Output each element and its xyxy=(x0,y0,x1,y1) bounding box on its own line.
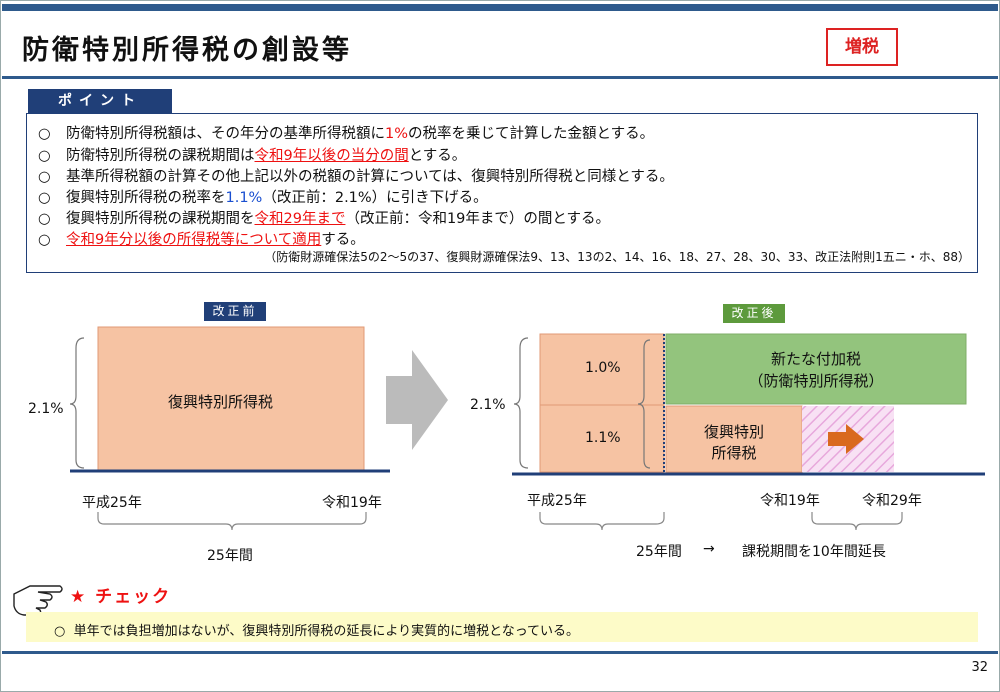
footer-divider xyxy=(2,651,998,654)
before-reconstruction-block xyxy=(97,326,365,471)
point-box xyxy=(26,113,978,273)
bullet-circle: ○ xyxy=(38,190,51,206)
top-accent-bar xyxy=(2,4,998,11)
after-label: 改正後 xyxy=(723,304,785,323)
before-tax-name: 復興特別所得税 xyxy=(168,393,274,411)
after-rate-block xyxy=(539,333,665,473)
after-end-year: 令和29年 xyxy=(862,493,922,509)
extension-note: 課税期間を10年間延長 xyxy=(742,544,886,560)
after-duration-arrow: → xyxy=(703,541,715,557)
after-start-year: 平成25年 xyxy=(527,493,587,509)
after-rate-brace xyxy=(513,337,529,469)
point-line-5: ○ 復興特別所得税の課税期間を令和29年まで（改正前：令和19年まで）の間とする。 xyxy=(38,211,610,227)
after-reconstruction-block xyxy=(665,405,803,473)
check-text: ○ 単年では負担増加はないが、復興特別所得税の延長により実質的に増税となっている… xyxy=(54,624,580,639)
before-end-year: 令和19年 xyxy=(322,495,382,511)
point-line-2: ○ 防衛特別所得税の課税期間は令和9年以後の当分の間とする。 xyxy=(38,148,467,164)
check-title: ★ チェック xyxy=(70,587,172,607)
title-divider xyxy=(2,76,998,79)
extension-period-brace xyxy=(811,512,903,531)
after-split-brace xyxy=(637,339,651,469)
transition-arrow xyxy=(386,350,448,450)
legal-reference: （防衛財源確保法5の2～5の37、復興財源確保法9、13、13の2、14、16、… xyxy=(264,250,970,264)
extension-arrow-icon xyxy=(828,424,864,454)
new-surtax-name: 新たな付加税 xyxy=(770,350,861,368)
after-duration: 25年間 xyxy=(636,544,682,560)
pointing-hand-icon xyxy=(13,585,63,616)
new-surtax-block xyxy=(665,333,967,405)
before-rate-label: 2.1% xyxy=(28,401,64,417)
after-reconstruction-name-2: 所得税 xyxy=(711,444,757,462)
point-line-4: ○ 復興特別所得税の税率を1.1%（改正前：2.1%）に引き下げる。 xyxy=(38,190,488,206)
page-title: 防衛特別所得税の創設等 xyxy=(22,35,352,66)
point-line-3: ○ 基準所得税額の計算その他上記以外の税額の計算については、復興特別所得税と同様と… xyxy=(38,169,674,185)
before-start-year: 平成25年 xyxy=(82,495,142,511)
before-duration: 25年間 xyxy=(207,548,253,564)
after-lower-rate: 1.1% xyxy=(585,430,621,446)
page-number: 32 xyxy=(971,660,988,675)
after-total-rate: 2.1% xyxy=(470,397,506,413)
after-period-brace xyxy=(539,512,665,531)
after-reconstruction-name-1: 復興特別 xyxy=(703,423,764,441)
bullet-circle: ○ xyxy=(38,169,51,185)
point-line-6: ○ 令和9年分以後の所得税等について適用する。 xyxy=(38,232,365,248)
before-label: 改正前 xyxy=(204,302,266,321)
check-box xyxy=(26,612,978,642)
before-period-brace xyxy=(97,512,367,531)
bullet-circle: ○ xyxy=(38,148,51,164)
bullet-circle: ○ xyxy=(38,232,51,248)
bullet-circle: ○ xyxy=(38,211,51,227)
after-upper-rate: 1.0% xyxy=(585,360,621,376)
bullet-circle: ○ xyxy=(54,624,66,639)
before-rate-brace xyxy=(69,337,85,469)
after-mid-year: 令和19年 xyxy=(760,493,820,509)
tax-increase-badge: 増税 xyxy=(826,28,898,66)
new-surtax-subname: （防衛特別所得税） xyxy=(748,372,884,390)
point-tab: ポイント xyxy=(28,89,172,114)
point-line-1: ○ 防衛特別所得税額は、その年分の基準所得税額に1%の税率を乗じて計算した金額とす… xyxy=(38,126,655,142)
bullet-circle: ○ xyxy=(38,126,51,142)
